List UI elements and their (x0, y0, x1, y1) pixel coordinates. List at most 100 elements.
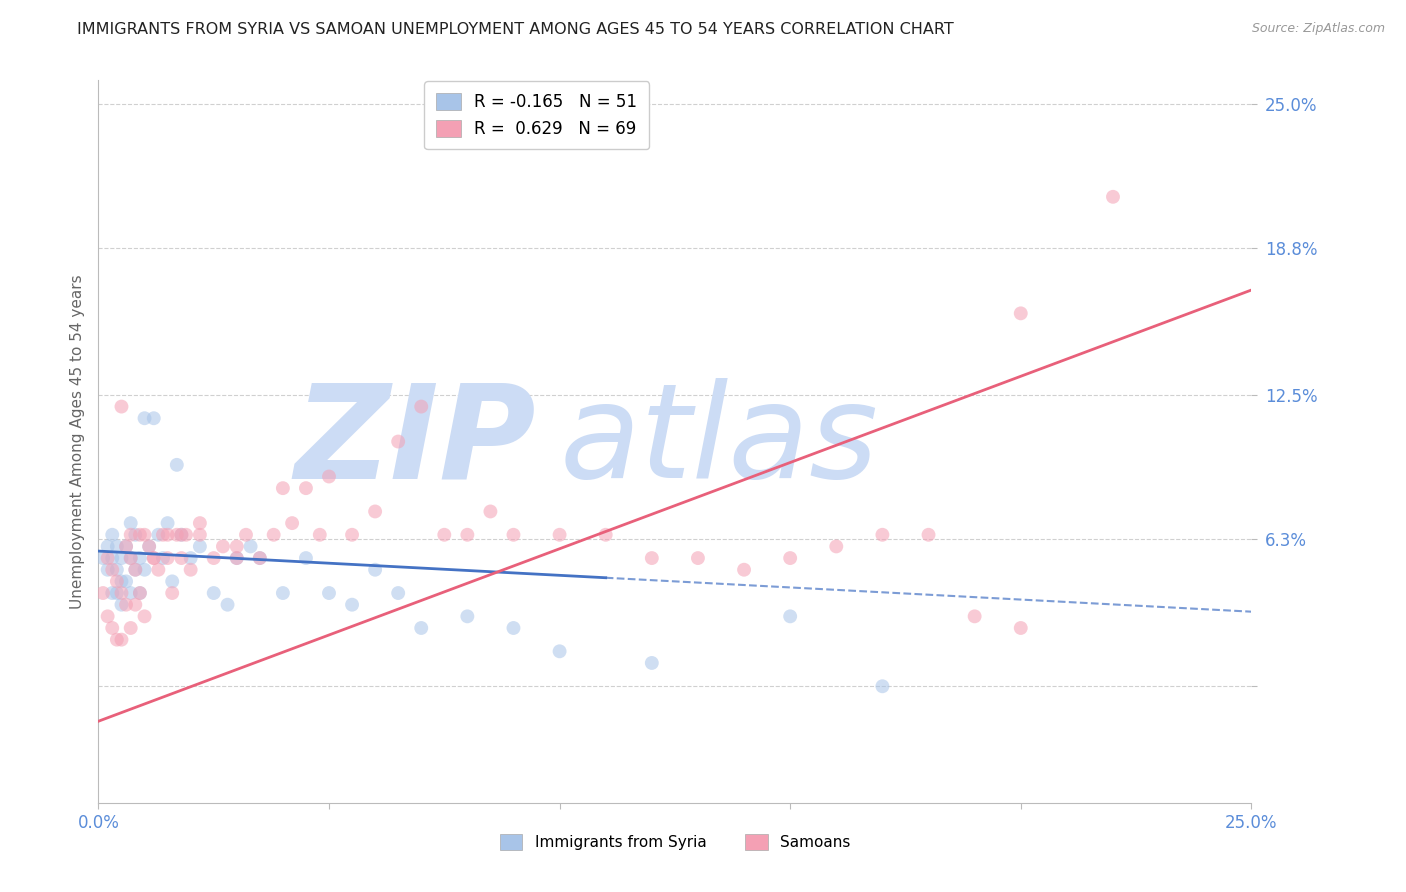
Point (105, 632, 128, 647)
Point (170, 551, 193, 566)
Point (138, 540, 160, 554)
Point (142, 551, 165, 566)
Point (120, 551, 142, 566)
Point (917, 528, 939, 542)
Point (202, 551, 225, 566)
Point (872, 528, 894, 542)
Point (138, 540, 160, 554)
Point (202, 586, 225, 600)
Text: IMMIGRANTS FROM SYRIA VS SAMOAN UNEMPLOYMENT AMONG AGES 45 TO 54 YEARS CORRELATI: IMMIGRANTS FROM SYRIA VS SAMOAN UNEMPLOY… (77, 22, 955, 37)
Point (364, 563, 387, 577)
Point (271, 481, 294, 495)
Point (318, 469, 340, 483)
Point (142, 411, 165, 425)
Point (129, 586, 152, 600)
Point (595, 528, 617, 542)
Point (101, 551, 124, 566)
Point (115, 540, 138, 554)
Point (340, 598, 363, 612)
Point (120, 621, 142, 635)
Point (212, 540, 235, 554)
Point (120, 586, 142, 600)
Point (110, 551, 132, 566)
Point (97, 551, 120, 566)
Point (166, 458, 188, 472)
Point (129, 528, 152, 542)
Point (295, 481, 318, 495)
Point (733, 563, 755, 577)
Point (963, 609, 986, 624)
Point (502, 621, 524, 635)
Point (387, 434, 409, 449)
Point (105, 540, 128, 554)
Point (456, 609, 478, 624)
Point (170, 528, 193, 542)
Point (308, 528, 330, 542)
Point (456, 528, 478, 542)
Point (1102, 190, 1125, 204)
Point (110, 400, 132, 414)
Point (152, 528, 174, 542)
Point (180, 563, 202, 577)
Point (641, 551, 664, 566)
Y-axis label: Unemployment Among Ages 45 to 54 years: Unemployment Among Ages 45 to 54 years (69, 274, 84, 609)
Point (160, 586, 183, 600)
Point (188, 528, 211, 542)
Point (479, 504, 502, 518)
Point (110, 632, 132, 647)
Point (91, 586, 114, 600)
Point (101, 528, 124, 542)
Point (160, 574, 183, 589)
Point (142, 551, 165, 566)
Point (217, 598, 239, 612)
Point (115, 540, 138, 554)
Point (548, 528, 571, 542)
Point (124, 598, 146, 612)
Text: atlas: atlas (560, 378, 879, 505)
Point (166, 528, 188, 542)
Point (271, 586, 294, 600)
Point (156, 528, 179, 542)
Point (641, 656, 664, 670)
Point (156, 516, 179, 530)
Point (779, 551, 801, 566)
Point (134, 563, 156, 577)
Point (295, 551, 318, 566)
Point (340, 528, 363, 542)
Point (364, 504, 387, 518)
Point (91, 551, 114, 566)
Point (129, 586, 152, 600)
Point (180, 551, 202, 566)
Point (110, 574, 132, 589)
Point (97, 563, 120, 577)
Point (1010, 621, 1032, 635)
Point (170, 528, 193, 542)
Point (174, 528, 197, 542)
Point (225, 540, 247, 554)
Point (235, 528, 257, 542)
Point (134, 528, 156, 542)
Point (188, 540, 211, 554)
Point (225, 551, 247, 566)
Point (101, 563, 124, 577)
Point (148, 563, 170, 577)
Point (105, 586, 128, 600)
Point (110, 598, 132, 612)
Point (97, 609, 120, 624)
Point (281, 516, 304, 530)
Point (134, 609, 156, 624)
Point (411, 400, 433, 414)
Point (101, 586, 124, 600)
Point (120, 551, 142, 566)
Point (101, 621, 124, 635)
Point (148, 528, 170, 542)
Point (115, 598, 138, 612)
Point (120, 528, 142, 542)
Point (411, 621, 433, 635)
Point (188, 516, 211, 530)
Point (318, 586, 340, 600)
Point (239, 540, 262, 554)
Point (124, 563, 146, 577)
Point (134, 411, 156, 425)
Point (387, 586, 409, 600)
